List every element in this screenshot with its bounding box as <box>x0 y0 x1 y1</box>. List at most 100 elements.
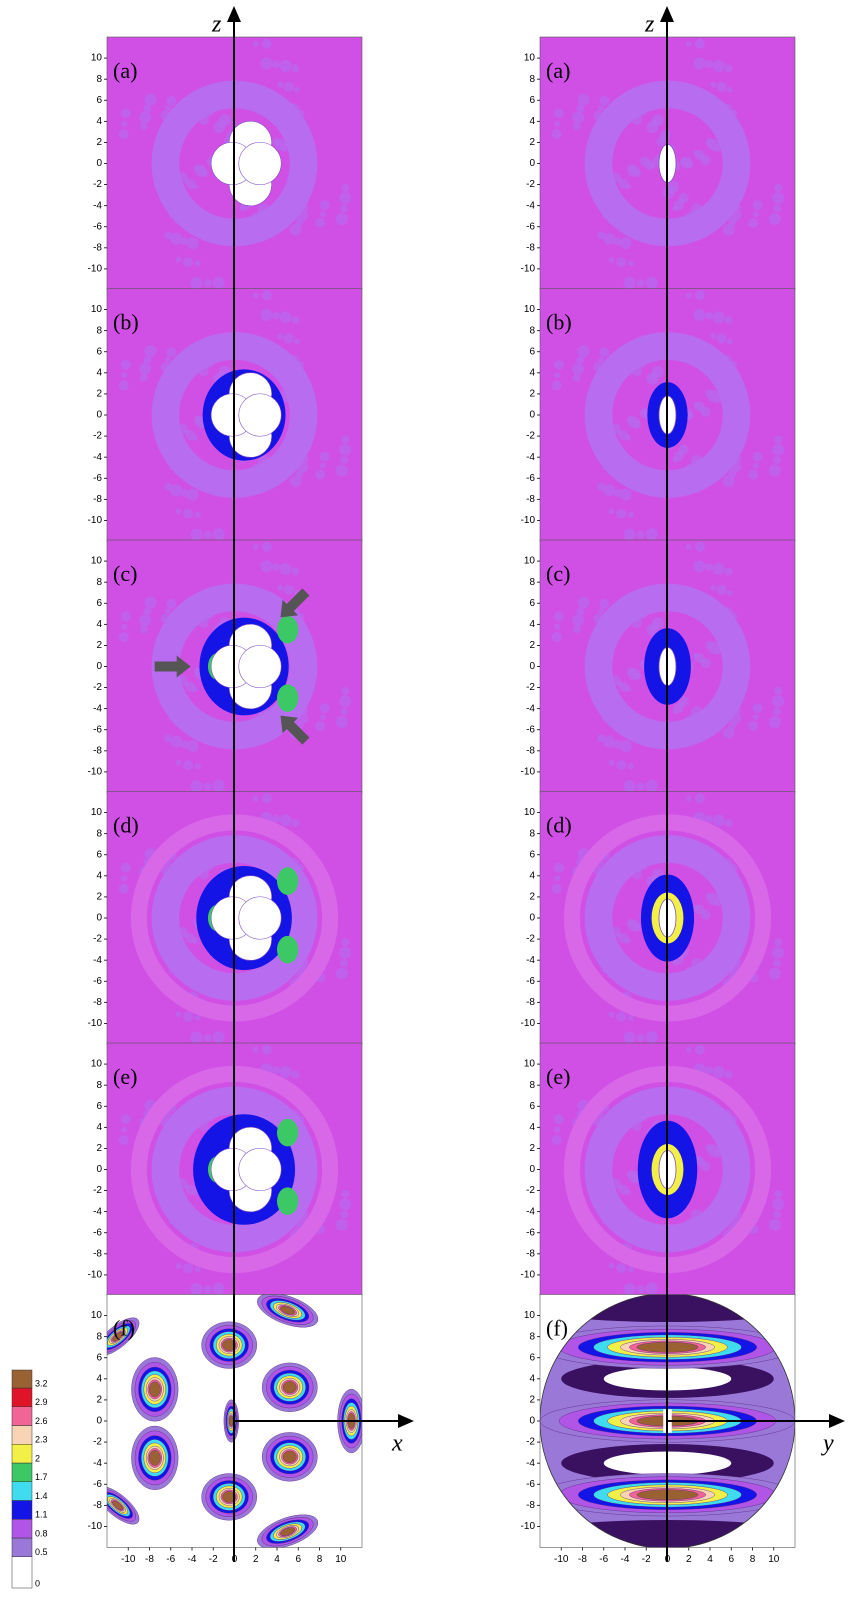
y-tick-label: -10 <box>521 515 536 526</box>
y-tick-label: 6 <box>96 598 102 609</box>
y-tick-label: 10 <box>524 304 536 315</box>
y-tick-label: -10 <box>88 1521 103 1532</box>
speckle <box>723 475 735 487</box>
speckle <box>339 695 351 707</box>
y-tick-label: 2 <box>96 1395 102 1406</box>
y-tick-label: -10 <box>521 1270 536 1281</box>
speckle <box>710 82 716 88</box>
speckle <box>165 105 171 111</box>
y-tick-label: 6 <box>529 598 535 609</box>
x-tick-label: 10 <box>335 1554 347 1565</box>
speckle <box>616 760 626 770</box>
y-tick-label: 10 <box>91 1310 103 1321</box>
y-tick-label: 10 <box>524 556 536 567</box>
speckle <box>554 121 560 127</box>
speckle <box>701 1161 711 1171</box>
y-tick-label: 8 <box>529 325 535 336</box>
speckle <box>652 366 664 378</box>
speckle <box>204 1285 212 1293</box>
y-tick-label: -6 <box>526 1227 535 1238</box>
speckle <box>175 1263 181 1269</box>
y-tick-label: -10 <box>88 264 103 275</box>
y-tick-label: 4 <box>529 619 535 630</box>
y-tick-label: -2 <box>93 934 102 945</box>
y-tick-label: 0 <box>96 1416 102 1427</box>
y-tick-label: -8 <box>93 494 102 505</box>
speckle <box>554 372 560 378</box>
speckle <box>290 475 302 487</box>
speckle <box>713 1066 725 1078</box>
y-tick-label: 10 <box>91 53 103 64</box>
speckle <box>262 1045 272 1055</box>
speckle <box>277 585 283 591</box>
y-tick-label: 4 <box>529 116 535 127</box>
colorbar-label: 0 <box>35 1578 40 1588</box>
colorbar-cell <box>12 1482 32 1501</box>
panel-label: (a) <box>546 58 570 83</box>
y-tick-label: -4 <box>526 955 535 966</box>
y-tick-label: -6 <box>526 221 535 232</box>
speckle <box>652 114 664 126</box>
speckle <box>616 257 626 267</box>
speckle <box>753 714 759 720</box>
speckle <box>213 277 225 289</box>
y-tick-label: 6 <box>96 1352 102 1363</box>
page: {"axis_labels": {"left_vertical": "z", "… <box>0 0 860 1611</box>
speckle <box>608 508 614 514</box>
y-tick-label: 6 <box>96 1101 102 1112</box>
y-tick-label: -4 <box>526 1458 535 1469</box>
speckle <box>272 60 280 68</box>
speckle <box>769 464 781 476</box>
speckle <box>195 1266 201 1272</box>
speckle <box>616 1012 626 1022</box>
speckle <box>652 617 664 629</box>
axis-label: z <box>644 12 655 38</box>
y-tick-label: 8 <box>529 1080 535 1091</box>
speckle <box>578 597 590 609</box>
y-tick-label: 4 <box>96 367 102 378</box>
speckle <box>280 1066 292 1078</box>
y-tick-label: -10 <box>88 515 103 526</box>
speckle <box>627 1170 635 1178</box>
speckle <box>291 316 299 324</box>
x-tick-label: -6 <box>599 1554 608 1565</box>
speckle <box>272 1066 280 1074</box>
speckle <box>272 312 280 320</box>
axis-label: y <box>821 1431 834 1457</box>
y-tick-label: 0 <box>529 661 535 672</box>
speckle <box>121 121 127 127</box>
y-tick-label: -2 <box>93 431 102 442</box>
speckle <box>320 200 330 210</box>
speckle <box>166 347 176 357</box>
speckle <box>290 224 302 236</box>
y-tick-label: 2 <box>529 640 535 651</box>
y-tick-label: 10 <box>91 556 103 567</box>
speckle <box>608 1011 614 1017</box>
colorbar-cell <box>12 1538 32 1557</box>
y-tick-label: 8 <box>96 577 102 588</box>
speckle <box>552 632 562 642</box>
speckle <box>646 277 658 289</box>
y-tick-label: 8 <box>529 74 535 85</box>
speckle <box>724 65 732 73</box>
speckle <box>620 740 632 752</box>
colorbar-label: 2.9 <box>35 1397 48 1407</box>
speckle <box>140 374 148 382</box>
speckle <box>284 82 294 92</box>
axis-arrow <box>829 1414 845 1428</box>
speckle <box>769 716 781 728</box>
y-tick-label: -4 <box>93 1458 102 1469</box>
speckle <box>701 910 711 920</box>
colorbar-cell <box>12 1426 32 1445</box>
x-tick-label: -10 <box>554 1554 569 1565</box>
y-tick-label: -2 <box>93 1437 102 1448</box>
panel-label: (d) <box>546 813 572 838</box>
colorbar-cell <box>12 1463 32 1482</box>
speckle <box>164 483 172 491</box>
speckle <box>315 721 325 731</box>
y-tick-label: -8 <box>93 1500 102 1511</box>
speckle <box>710 333 716 339</box>
speckle <box>164 231 172 239</box>
panel-label: (b) <box>546 310 572 335</box>
panel-label: (a) <box>113 58 137 83</box>
